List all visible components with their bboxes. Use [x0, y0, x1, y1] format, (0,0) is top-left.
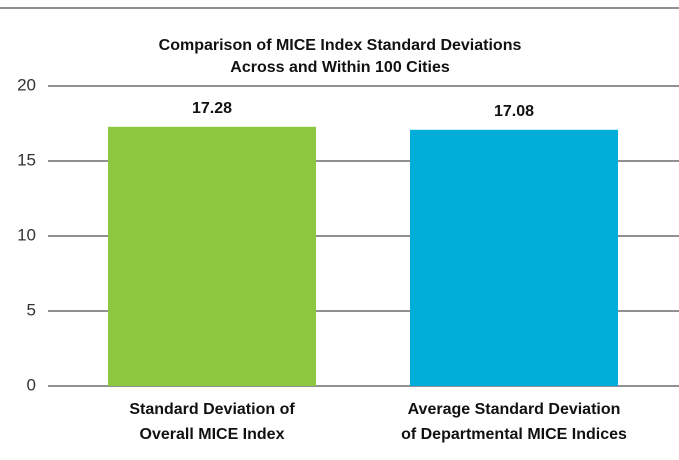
y-tick-label: 5 — [27, 300, 36, 319]
chart-title: Comparison of MICE Index Standard Deviat… — [159, 37, 522, 54]
bar — [108, 126, 316, 387]
value-label: 17.08 — [494, 103, 534, 120]
y-tick-label: 15 — [17, 150, 36, 169]
x-tick-label: Average Standard Deviation — [408, 401, 621, 418]
x-tick-label: Standard Deviation of — [129, 401, 295, 418]
x-tick-label: of Departmental MICE Indices — [401, 426, 627, 443]
y-tick-label: 20 — [17, 75, 36, 94]
bar — [410, 129, 618, 387]
y-tick-label: 0 — [27, 375, 36, 394]
x-tick-label: Overall MICE Index — [140, 426, 285, 443]
chart-title: Across and Within 100 Cities — [230, 59, 450, 76]
y-tick-label: 10 — [17, 225, 36, 244]
value-label: 17.28 — [192, 100, 232, 117]
